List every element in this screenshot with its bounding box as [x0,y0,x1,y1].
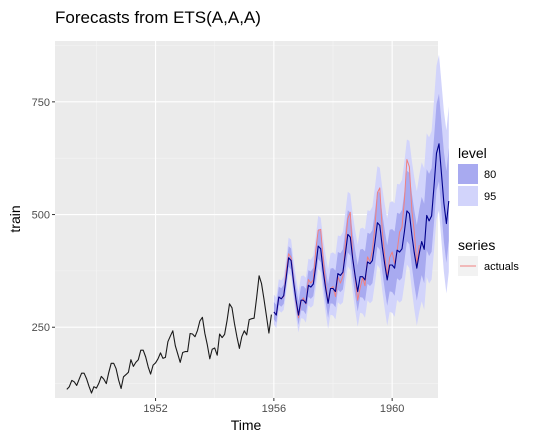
series-lines [66,143,450,394]
legend-level-title: level [458,145,487,161]
y-axis-ticks: 250 500 750 [32,97,55,334]
legend-key-80 [458,164,478,184]
y-tick-label: 250 [32,322,50,334]
y-axis-title: train [7,205,23,232]
prediction-interval-bands [273,54,449,333]
y-tick-label: 500 [32,210,50,222]
history-line [66,275,272,394]
x-tick-label: 1960 [380,403,404,415]
x-axis-title: Time [231,417,262,433]
forecast-line [273,143,450,316]
legend: level 80 95 series actuals [458,145,519,276]
x-axis-ticks: 1952 1956 1960 [143,398,404,415]
minor-gridlines [55,41,438,398]
legend-label-actuals: actuals [484,261,519,273]
legend-label-80: 80 [484,169,496,181]
legend-series-title: series [458,237,495,253]
chart-title: Forecasts from ETS(A,A,A) [55,8,261,27]
x-tick-label: 1952 [143,403,167,415]
band-80 [273,93,449,325]
legend-label-95: 95 [484,191,496,203]
x-tick-label: 1956 [262,403,286,415]
legend-key-95 [458,186,478,206]
y-tick-label: 750 [32,97,50,109]
